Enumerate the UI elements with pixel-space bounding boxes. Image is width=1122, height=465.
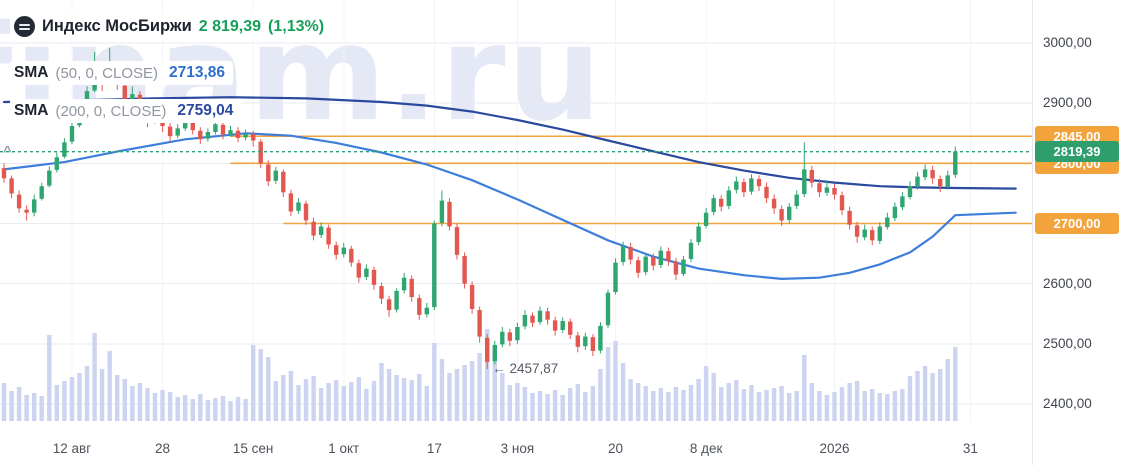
indicator-value: 2759,04: [177, 102, 234, 119]
indicator-value: 2713,86: [169, 64, 226, 81]
collapse-caret-icon[interactable]: ^: [3, 143, 12, 160]
instrument-legend-row[interactable]: Индекс МосБиржи 2 819,39 (1,13%): [10, 13, 333, 40]
x-axis-tick-label: 2026: [819, 441, 850, 456]
last-price-value: 2 819,39: [198, 17, 262, 35]
x-axis-tick-label: 15 сен: [232, 441, 274, 456]
x-axis-tick-label: 1 окт: [328, 441, 360, 456]
x-axis-tick-label: 8 дек: [689, 441, 723, 456]
y-axis-tick-label: 2600,00: [1043, 275, 1092, 291]
x-axis-tick-label: 3 ноя: [500, 441, 535, 456]
sma200-legend-row[interactable]: SMA (200, 0, CLOSE) 2759,04: [10, 99, 242, 123]
indicator-params: (200, 0, CLOSE): [55, 102, 167, 120]
y-axis-tick-label: 2500,00: [1043, 335, 1092, 351]
y-axis-tick-label: 2400,00: [1043, 396, 1092, 411]
chart-canvas[interactable]: [0, 0, 1032, 430]
x-axis-tick-label: 17: [426, 441, 442, 456]
chart-plot-area[interactable]: finam.ru Индекс МосБиржи 2 819,39 (1,13%…: [0, 0, 1032, 465]
sma50-legend-row[interactable]: SMA (50, 0, CLOSE) 2713,86: [10, 61, 234, 85]
y-axis[interactable]: 3000,002900,002800,002700,002600,002500,…: [1032, 0, 1122, 465]
price-change-pct: (1,13%): [268, 17, 325, 35]
indicator-params: (50, 0, CLOSE): [55, 64, 158, 82]
low-annotation: ← 2457,87: [492, 361, 559, 377]
instrument-name: Индекс МосБиржи: [42, 17, 192, 35]
x-axis-tick-label: 31: [962, 441, 978, 456]
x-axis[interactable]: 12 авг 28 15 сен 1 окт 17 3 ноя 20 8 дек 2026 31: [0, 430, 1032, 465]
moex-logo-icon: [14, 16, 35, 37]
x-axis-tick-label: 28: [155, 441, 171, 456]
last-price-badge: 2819,39: [1035, 141, 1119, 163]
x-axis-tick-label: 12 авг: [52, 441, 92, 456]
x-axis-tick-label: 20: [608, 441, 624, 456]
indicator-name: SMA: [14, 64, 49, 81]
indicator-name: SMA: [14, 102, 49, 119]
level-price-badge: 2700,00: [1035, 213, 1119, 234]
y-axis-tick-label: 2900,00: [1043, 95, 1092, 111]
y-axis-tick-label: 3000,00: [1043, 35, 1092, 50]
